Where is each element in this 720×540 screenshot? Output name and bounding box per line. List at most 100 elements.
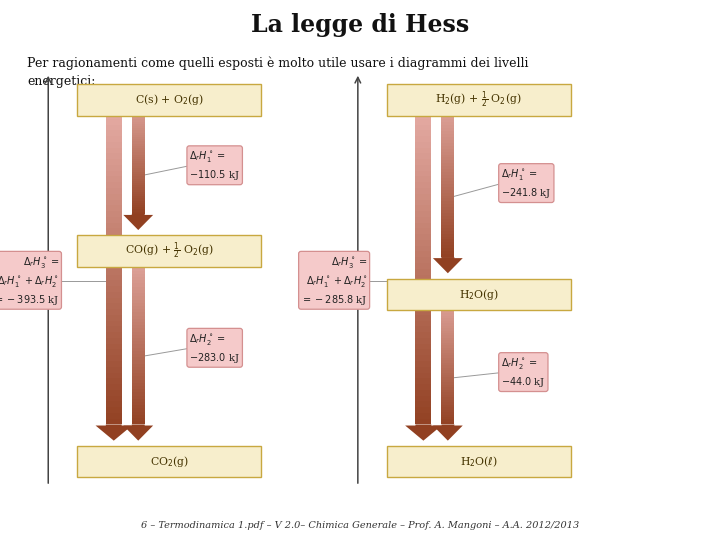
Bar (132, 102, 145, 104)
Bar (441, 181, 454, 184)
Bar (441, 93, 454, 96)
Bar (106, 298, 122, 303)
Bar (106, 222, 122, 228)
Bar (132, 328, 145, 332)
Text: Energia: Energia (30, 260, 38, 301)
Bar (441, 306, 454, 308)
Bar (132, 157, 145, 159)
Bar (132, 168, 145, 170)
Bar (132, 264, 145, 267)
Bar (132, 300, 145, 303)
Bar (132, 383, 145, 386)
Bar (106, 159, 122, 165)
Bar (441, 251, 454, 254)
Bar (415, 142, 431, 147)
Bar (441, 400, 454, 402)
Bar (441, 245, 454, 248)
Bar (132, 152, 145, 154)
Bar (441, 102, 454, 105)
Bar (132, 345, 145, 348)
Bar (441, 166, 454, 169)
Bar (415, 418, 431, 424)
FancyArrow shape (123, 214, 153, 230)
Bar (415, 217, 431, 222)
Bar (441, 326, 454, 328)
Bar (441, 340, 454, 343)
Bar (132, 357, 145, 360)
Bar (415, 298, 431, 303)
Bar (132, 192, 145, 194)
Bar (415, 240, 431, 246)
Bar (132, 248, 145, 252)
Bar (132, 319, 145, 322)
Bar (441, 288, 454, 291)
Bar (415, 96, 431, 102)
Bar (132, 261, 145, 264)
Bar (132, 277, 145, 280)
Bar (132, 290, 145, 293)
Bar (132, 396, 145, 399)
Bar (132, 132, 145, 135)
Bar (106, 309, 122, 315)
Bar (441, 281, 454, 284)
Bar (132, 338, 145, 341)
Bar (106, 205, 122, 211)
Bar (132, 252, 145, 255)
Bar (106, 274, 122, 280)
Bar (441, 107, 454, 111)
Bar (132, 166, 145, 168)
Bar (132, 354, 145, 357)
FancyBboxPatch shape (387, 279, 571, 310)
Bar (106, 367, 122, 373)
Bar (106, 194, 122, 200)
Bar (132, 399, 145, 402)
Bar (441, 163, 454, 166)
Bar (441, 199, 454, 201)
Bar (132, 86, 145, 89)
Bar (415, 177, 431, 183)
Bar (106, 177, 122, 183)
Bar (441, 131, 454, 134)
Bar (132, 284, 145, 287)
Bar (441, 313, 454, 316)
Bar (441, 84, 454, 87)
Bar (132, 146, 145, 148)
Bar (106, 280, 122, 286)
FancyBboxPatch shape (387, 446, 571, 477)
Bar (415, 147, 431, 153)
Bar (106, 84, 122, 90)
Bar (441, 412, 454, 415)
Text: H$_2$O($\ell$): H$_2$O($\ell$) (460, 454, 498, 469)
Bar (441, 343, 454, 346)
Bar (106, 407, 122, 413)
Bar (106, 361, 122, 367)
Bar (106, 136, 122, 142)
Bar (441, 321, 454, 323)
Bar (132, 174, 145, 177)
Bar (415, 263, 431, 269)
Bar (106, 257, 122, 263)
Bar (132, 376, 145, 380)
Bar (441, 125, 454, 128)
Bar (441, 134, 454, 137)
Bar (441, 365, 454, 368)
Bar (441, 284, 454, 286)
Bar (441, 213, 454, 216)
Bar (441, 87, 454, 90)
Bar (441, 137, 454, 140)
Bar (106, 107, 122, 113)
Bar (441, 172, 454, 175)
Bar (441, 237, 454, 239)
Bar (441, 169, 454, 172)
Bar (441, 355, 454, 357)
Bar (106, 252, 122, 257)
Bar (106, 303, 122, 309)
Text: $\Delta_r H^\circ_2 =$
$-283.0$ kJ: $\Delta_r H^\circ_2 =$ $-283.0$ kJ (189, 332, 240, 365)
Bar (132, 258, 145, 261)
Bar (441, 195, 454, 199)
Bar (441, 279, 454, 281)
Bar (441, 363, 454, 365)
Bar (132, 360, 145, 363)
FancyBboxPatch shape (78, 235, 261, 267)
Bar (415, 413, 431, 418)
